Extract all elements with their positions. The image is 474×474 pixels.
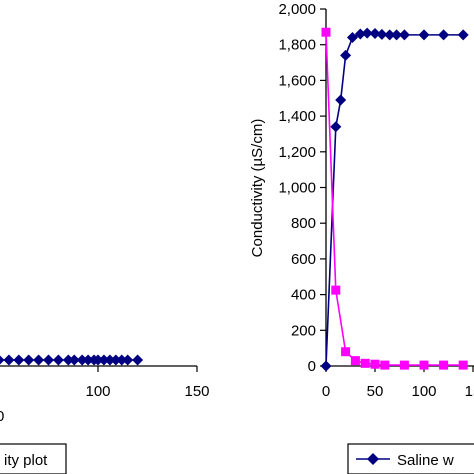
left-legend-text: ity plot xyxy=(4,452,48,469)
second-series-data-point xyxy=(399,360,409,370)
left-data-point xyxy=(62,354,74,366)
x-tick-label: 0 xyxy=(322,383,330,400)
saline-data-point xyxy=(346,32,358,44)
x-tick-label: 50 xyxy=(367,383,384,400)
saline-data-point xyxy=(354,28,366,40)
left-data-point xyxy=(92,354,104,366)
right-legend: Saline w xyxy=(347,443,474,474)
saline-data-point xyxy=(418,29,430,41)
y-tick-label: 1,400 xyxy=(278,108,316,125)
saline-data-point xyxy=(376,28,388,40)
y-axis-title: Conductivity (µS/cm) xyxy=(249,119,266,258)
saline-series-line xyxy=(325,32,464,367)
saline-data-point xyxy=(335,94,347,106)
second-series-data-point xyxy=(380,360,390,370)
left-x-tick-label: 100 xyxy=(85,383,110,400)
right-y-ticks: 0 200 400 600 800 1,000 1,200 1,400 1,600 1,800 2,… xyxy=(278,1,326,375)
left-data-point xyxy=(104,354,116,366)
left-data-point xyxy=(68,354,80,366)
y-tick-label: 200 xyxy=(291,322,316,339)
right-chart: Conductivity (µS/cm) 0 200 400 600 800 1,000 1… xyxy=(249,1,474,474)
left-chart: 100 150 0 ity plot xyxy=(0,354,210,474)
second-series-data-point xyxy=(458,360,468,370)
y-tick-label: 400 xyxy=(291,287,316,304)
left-data-point xyxy=(116,354,128,366)
x-tick-label: 100 xyxy=(411,383,436,400)
left-legend: ity plot xyxy=(0,443,67,474)
y-tick-label: 600 xyxy=(291,251,316,268)
second-series-line xyxy=(325,32,464,366)
saline-data-point xyxy=(340,49,352,61)
legend-marker-saline xyxy=(367,453,379,465)
left-data-point xyxy=(33,354,45,366)
legend-label-saline: Saline w xyxy=(397,452,454,469)
second-series-data-point xyxy=(419,360,429,370)
y-tick-label: 1,600 xyxy=(278,72,316,89)
saline-data-point xyxy=(391,29,403,41)
left-data-point xyxy=(110,354,122,366)
left-series xyxy=(0,354,144,366)
saline-data-point xyxy=(369,27,381,39)
second-series-data-point xyxy=(350,356,360,366)
y-tick-label: 1,000 xyxy=(278,180,316,197)
second-series-data-point xyxy=(341,347,351,357)
y-tick-label: 1,800 xyxy=(278,37,316,54)
left-data-point xyxy=(82,354,94,366)
left-x-tick-label: 150 xyxy=(184,383,209,400)
saline-data-point xyxy=(361,27,373,39)
left-data-point xyxy=(122,354,134,366)
second-series-data-point xyxy=(321,27,331,37)
saline-data-point xyxy=(398,29,410,41)
left-data-point xyxy=(23,354,35,366)
y-tick-label: 2,000 xyxy=(278,1,316,18)
saline-data-point xyxy=(457,29,469,41)
saline-data-point xyxy=(438,29,450,41)
left-data-point xyxy=(52,354,64,366)
y-tick-label: 0 xyxy=(308,358,316,375)
second-series-data-point xyxy=(331,285,341,295)
x-tick-label: 15 xyxy=(465,383,474,400)
left-data-point xyxy=(13,354,25,366)
left-x-ticks: 100 150 xyxy=(85,366,210,400)
left-data-point xyxy=(3,354,15,366)
left-data-point xyxy=(76,354,88,366)
left-data-point xyxy=(0,355,5,365)
left-data-point xyxy=(43,354,54,366)
saline-data-point xyxy=(320,360,332,372)
saline-data-point xyxy=(384,29,396,41)
left-data-point xyxy=(132,354,144,366)
second-series-data-point xyxy=(370,359,380,369)
y-tick-label: 1,200 xyxy=(278,144,316,161)
left-data-point xyxy=(98,354,110,366)
left-x-axis-fragment: 0 xyxy=(0,408,4,425)
second-series-data-point xyxy=(439,360,449,370)
y-tick-label: 800 xyxy=(291,215,316,232)
left-legend-box xyxy=(0,443,67,474)
second-series-data-point xyxy=(360,358,370,368)
right-x-ticks: 0 50 100 15 xyxy=(322,366,474,400)
saline-data-point xyxy=(330,121,342,133)
right-series xyxy=(320,27,469,372)
